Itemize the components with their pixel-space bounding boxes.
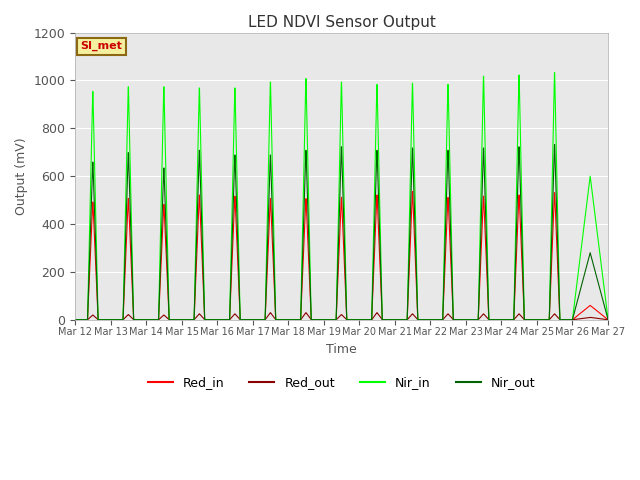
Red_in (71, 317, 79, 323)
Nir_in (248, 317, 256, 323)
Text: SI_met: SI_met (81, 41, 122, 51)
Red_in (580, 308, 588, 313)
Nir_out (604, 316, 612, 322)
Nir_out (327, 317, 335, 323)
Nir_in (327, 317, 335, 323)
X-axis label: Time: Time (326, 343, 357, 356)
Red_out (248, 317, 256, 323)
Red_out (284, 317, 291, 323)
Red_in (604, 317, 612, 323)
Red_in (409, 189, 417, 194)
Line: Nir_in: Nir_in (75, 72, 608, 320)
Nir_in (71, 317, 79, 323)
Nir_in (394, 317, 402, 323)
Nir_in (177, 317, 185, 323)
Nir_in (551, 70, 559, 75)
Red_in (394, 317, 402, 323)
Red_in (248, 317, 256, 323)
Nir_out (580, 273, 588, 279)
Line: Nir_out: Nir_out (75, 144, 608, 320)
Nir_out (284, 317, 291, 323)
Nir_out (394, 317, 402, 323)
Nir_out (248, 317, 256, 323)
Title: LED NDVI Sensor Output: LED NDVI Sensor Output (248, 15, 435, 30)
Line: Red_in: Red_in (75, 192, 608, 320)
Legend: Red_in, Red_out, Nir_in, Nir_out: Red_in, Red_out, Nir_in, Nir_out (143, 371, 540, 394)
Red_out (395, 317, 403, 323)
Nir_out (551, 142, 559, 147)
Nir_in (284, 317, 291, 323)
Red_out (267, 310, 275, 315)
Red_out (580, 315, 588, 321)
Nir_out (177, 317, 185, 323)
Red_out (177, 317, 185, 323)
Red_out (328, 317, 335, 323)
Nir_out (71, 317, 79, 323)
Nir_in (580, 224, 588, 229)
Red_in (327, 317, 335, 323)
Red_in (284, 317, 291, 323)
Red_in (177, 317, 185, 323)
Line: Red_out: Red_out (75, 312, 608, 320)
Red_out (604, 317, 612, 323)
Nir_in (604, 315, 612, 321)
Red_out (71, 317, 79, 323)
Y-axis label: Output (mV): Output (mV) (15, 137, 28, 215)
